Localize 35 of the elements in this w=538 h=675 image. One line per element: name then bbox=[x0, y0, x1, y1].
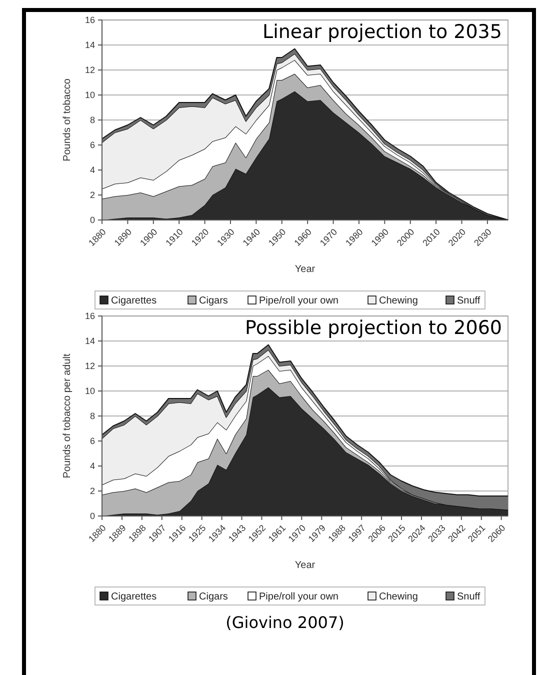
text: (Giovino 2007) bbox=[226, 613, 344, 632]
y-tick-label: 6 bbox=[90, 140, 95, 150]
y-tick-label: 16 bbox=[84, 15, 95, 26]
y-axis-title: Pounds of tobacco per adult bbox=[62, 354, 73, 478]
x-axis-title: Year bbox=[294, 560, 316, 571]
x-axis-title: Year bbox=[294, 264, 316, 275]
legend-label: Cigarettes bbox=[111, 296, 157, 306]
y-tick-label: 14 bbox=[84, 336, 95, 346]
y-tick-label: 2 bbox=[90, 190, 95, 200]
legend-label: Pipe/roll your own bbox=[259, 592, 338, 602]
y-tick-label: 0 bbox=[90, 511, 95, 522]
legend-label: Chewing bbox=[379, 592, 418, 602]
legend-label: Cigars bbox=[199, 592, 228, 602]
y-tick-label: 6 bbox=[90, 436, 95, 446]
legend-label: Snuff bbox=[457, 296, 480, 306]
y-tick-label: 8 bbox=[90, 115, 95, 126]
y-tick-label: 14 bbox=[84, 40, 95, 50]
y-tick-label: 12 bbox=[84, 361, 95, 372]
legend-label: Chewing bbox=[379, 296, 418, 306]
legend-label: Cigars bbox=[199, 296, 228, 306]
legend-label: Cigarettes bbox=[111, 592, 157, 602]
legend-label: Pipe/roll your own bbox=[259, 296, 338, 306]
chart-title: Possible projection to 2060 bbox=[245, 317, 502, 339]
y-tick-label: 12 bbox=[84, 65, 95, 76]
y-tick-label: 16 bbox=[84, 311, 95, 322]
y-axis-title: Pounds of tobacco bbox=[62, 78, 73, 162]
y-tick-label: 10 bbox=[84, 386, 95, 396]
y-tick-label: 8 bbox=[90, 411, 95, 422]
legend-label: Snuff bbox=[457, 592, 480, 602]
y-tick-label: 4 bbox=[90, 165, 95, 176]
chart-title: Linear projection to 2035 bbox=[262, 21, 502, 43]
y-tick-label: 2 bbox=[90, 486, 95, 496]
y-tick-label: 0 bbox=[90, 215, 95, 226]
y-tick-label: 4 bbox=[90, 461, 95, 472]
y-tick-label: 10 bbox=[84, 90, 95, 100]
